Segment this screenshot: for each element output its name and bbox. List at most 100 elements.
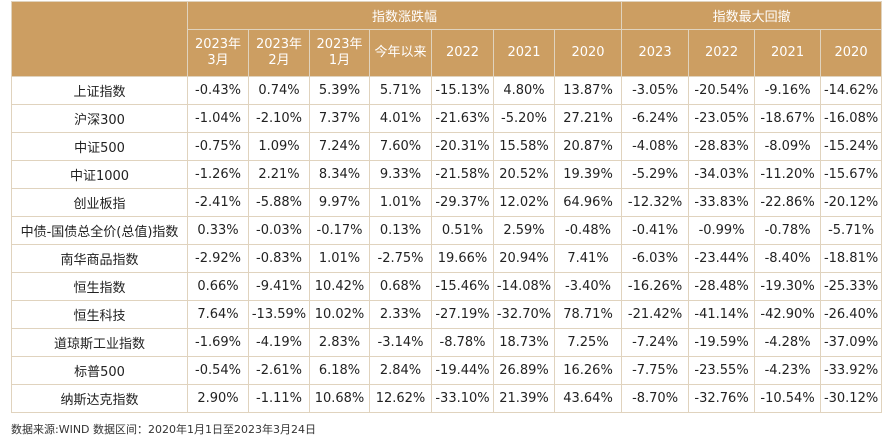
table-row: 纳斯达克指数 2.90% -1.11% 10.68% 12.62% -33.10% 21.3… [11,384,883,413]
value-cell: -19.44% [431,356,494,385]
column-header: 2023年 3月 [187,29,249,77]
value-cell: -4.19% [248,328,310,357]
value-cell: 2.21% [248,160,310,189]
value-cell: 2.59% [493,216,555,245]
value-cell: -23.05% [688,104,756,133]
value-cell: -2.75% [369,244,432,273]
column-header-label: 2021 [507,45,541,60]
value-cell: 2.83% [309,328,370,357]
value-cell: 26.89% [493,356,555,385]
index-name-cell: 恒生指数 [11,272,188,301]
value-cell: -0.17% [309,216,370,245]
value-cell: 13.87% [553,76,623,105]
value-cell: -0.75% [187,132,249,161]
column-header-label: 2022 [445,45,480,60]
column-header-row: 2023年 3月 2023年 2月 2023年 1月 今年以来 2022 2021 2020 202… [12,29,883,77]
value-cell: 5.71% [369,76,432,105]
index-name-cell: 沪深300 [11,104,188,133]
value-cell: -20.12% [820,188,883,217]
value-cell: -2.92% [187,244,249,273]
value-cell: -25.33% [820,272,883,301]
value-cell: 0.74% [248,76,310,105]
value-cell: 10.42% [309,272,370,301]
value-cell: -7.75% [621,356,690,385]
value-cell: -1.11% [248,384,310,413]
table-row: 创业板指 -2.41% -5.88% 9.97% 1.01% -29.37% 12.02% 6… [11,188,883,217]
value-cell: -29.37% [431,188,494,217]
column-header-label: 2023年 [255,37,303,52]
index-name-cell: 纳斯达克指数 [11,384,188,413]
value-cell: -6.03% [621,244,690,273]
table-row: 道琼斯工业指数 -1.69% -4.19% 2.83% -3.14% -8.78% 18.7… [11,328,883,357]
value-cell: -34.03% [688,160,756,189]
table-row: 恒生科技 7.64% -13.59% 10.02% 2.33% -27.19% -32.70… [11,300,883,329]
table-row: 中证500 -0.75% 1.09% 7.24% 7.60% -20.31% 15.58% 2… [11,132,883,161]
value-cell: -3.14% [369,328,432,357]
value-cell: 20.52% [493,160,555,189]
column-header-label: 2020 [571,45,605,60]
value-cell: -20.31% [431,132,494,161]
value-cell: -10.54% [754,384,822,413]
value-cell: -23.55% [688,356,756,385]
value-cell: -8.09% [754,132,822,161]
value-cell: -16.26% [621,272,690,301]
value-cell: -33.92% [820,356,883,385]
value-cell: -4.28% [754,328,822,357]
value-cell: 6.18% [309,356,370,385]
value-cell: 0.33% [187,216,249,245]
value-cell: 7.37% [309,104,370,133]
value-cell: 19.66% [431,244,494,273]
table-row: 南华商品指数 -2.92% -0.83% 1.01% -2.75% 19.66% 20.94… [11,244,883,273]
value-cell: 21.39% [493,384,555,413]
value-cell: -33.10% [431,384,494,413]
index-name-cell: 中证1000 [11,160,188,189]
column-header-label: 1月 [328,53,351,68]
column-header: 2021 [754,29,822,77]
table-body: 上证指数 -0.43% 0.74% 5.39% 5.71% -15.13% 4.80% 13.… [11,76,883,413]
value-cell: -3.40% [553,272,623,301]
table-row: 标普500 -0.54% -2.61% 6.18% 2.84% -19.44% 26.89%… [11,356,883,385]
value-cell: -16.08% [820,104,883,133]
value-cell: 0.68% [369,272,432,301]
value-cell: 9.97% [309,188,370,217]
value-cell: -15.24% [820,132,883,161]
value-cell: 2.84% [369,356,432,385]
index-name-cell: 道琼斯工业指数 [11,328,188,357]
value-cell: 0.13% [369,216,432,245]
value-cell: 12.02% [493,188,555,217]
value-cell: 78.71% [553,300,623,329]
value-cell: -8.78% [431,328,494,357]
value-cell: -13.59% [248,300,310,329]
value-cell: -0.43% [187,76,249,105]
value-cell: 8.34% [309,160,370,189]
value-cell: -19.59% [688,328,756,357]
column-header-label: 2021 [771,45,805,60]
column-header: 2022 [688,29,756,77]
value-cell: 7.24% [309,132,370,161]
value-cell: 10.68% [309,384,370,413]
value-cell: -2.10% [248,104,310,133]
value-cell: -26.40% [820,300,883,329]
value-cell: -6.24% [621,104,690,133]
value-cell: 20.94% [493,244,555,273]
value-cell: -32.76% [688,384,756,413]
value-cell: -0.54% [187,356,249,385]
value-cell: -5.71% [820,216,883,245]
column-header-label: 今年以来 [374,45,427,60]
value-cell: -22.86% [754,188,822,217]
value-cell: -5.88% [248,188,310,217]
index-name-cell: 创业板指 [11,188,188,217]
value-cell: -20.54% [688,76,756,105]
value-cell: 1.01% [369,188,432,217]
value-cell: -1.69% [187,328,249,357]
value-cell: -28.83% [688,132,756,161]
value-cell: -4.23% [754,356,822,385]
value-cell: -9.16% [754,76,822,105]
value-cell: -8.70% [621,384,690,413]
value-cell: 5.39% [309,76,370,105]
value-cell: -37.09% [820,328,883,357]
column-header: 今年以来 [369,29,432,77]
value-cell: 10.02% [309,300,370,329]
column-header-label: 2023 [638,45,672,60]
index-performance-table: 指数涨跌幅 指数最大回撤 2023年 3月 2023年 2月 2023年 1月 今年以来 20… [11,1,883,413]
